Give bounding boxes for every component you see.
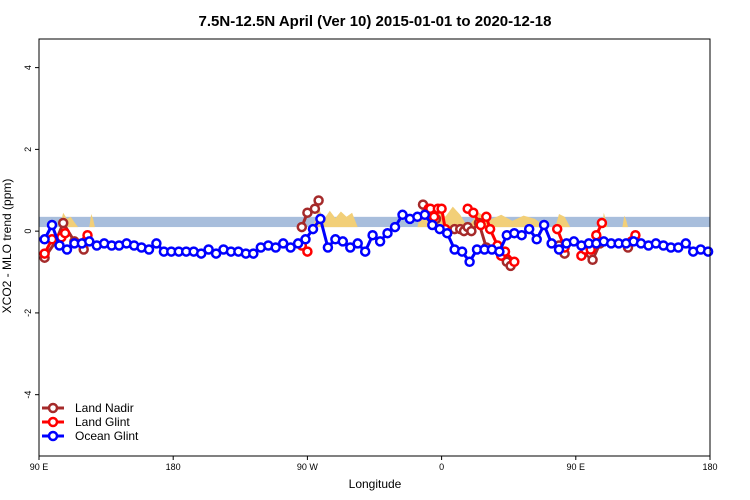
legend-label-land-glint: Land Glint (75, 415, 130, 429)
data-point-land-nadir-0-2 (57, 217, 69, 229)
data-point-ocean-glint-0-46 (382, 227, 393, 239)
x-tick-label-3: 0 (439, 462, 444, 472)
data-point-ocean-glint-0-31 (270, 242, 281, 253)
data-point-ocean-glint-0-71 (568, 236, 580, 247)
data-point-ocean-glint-0-42 (352, 238, 363, 249)
data-point-ocean-glint-0-85 (673, 242, 684, 253)
land-fill-5 (555, 214, 571, 228)
y-tick-label-4: 4 (23, 65, 33, 70)
data-point-ocean-glint-0-35 (300, 234, 311, 245)
plot-area (39, 195, 714, 272)
legend-marker-land-nadir (47, 402, 59, 414)
data-point-ocean-glint-0-1 (46, 219, 58, 231)
legend-marker-ocean-glint (47, 430, 59, 442)
data-point-ocean-glint-0-51 (419, 209, 431, 221)
data-point-ocean-glint-0-40 (337, 236, 349, 247)
data-point-ocean-glint-0-23 (210, 248, 222, 259)
data-point-ocean-glint-0-86 (680, 238, 692, 249)
data-point-ocean-glint-0-32 (277, 238, 289, 249)
data-point-land-nadir-1-0 (296, 221, 308, 233)
data-point-land-glint-0-3 (59, 227, 71, 239)
data-point-ocean-glint-0-54 (441, 227, 453, 239)
data-point-ocean-glint-0-41 (345, 242, 356, 253)
chart-title: 7.5N-12.5N April (Ver 10) 2015-01-01 to … (199, 13, 552, 30)
data-point-land-glint-0-0 (39, 248, 50, 259)
data-point-ocean-glint-0-65 (523, 223, 535, 235)
data-point-ocean-glint-0-28 (248, 248, 259, 259)
y-tick-label-1: -2 (23, 309, 33, 317)
axes: 90 E 180 90 W 0 90 E 180 -4 -2 0 2 4 (23, 38, 718, 472)
data-point-land-nadir-1-2 (309, 203, 321, 214)
legend-item-land-nadir: Land Nadir (42, 401, 134, 415)
data-point-land-nadir-6-1 (587, 254, 598, 266)
data-point-ocean-glint-0-44 (367, 229, 378, 241)
data-point-ocean-glint-0-33 (285, 242, 296, 253)
plot-border (38, 38, 711, 457)
data-point-land-nadir-1-3 (313, 195, 324, 206)
y-tick-label-0: -4 (23, 391, 33, 399)
data-point-land-nadir-1-1 (302, 207, 313, 218)
data-point-ocean-glint-0-45 (374, 236, 386, 247)
data-point-land-glint-3-4 (436, 203, 447, 214)
y-axis-label: XCO2 - MLO trend (ppm) (0, 179, 14, 314)
x-tick-label-1: 180 (166, 462, 181, 472)
data-point-ocean-glint-0-36 (307, 223, 319, 235)
data-point-ocean-glint-0-14 (143, 244, 155, 255)
x-tick-label-5: 180 (702, 462, 717, 472)
data-point-land-glint-3-2 (428, 211, 440, 223)
land-fill-1 (89, 214, 95, 228)
x-tick-label-0: 90 E (30, 462, 49, 472)
data-point-ocean-glint-0-37 (315, 213, 326, 225)
data-point-ocean-glint-0-53 (434, 223, 445, 235)
data-point-ocean-glint-0-48 (397, 209, 408, 221)
data-point-ocean-glint-0-43 (359, 246, 371, 257)
legend: Land Nadir Land Glint Ocean Glint (42, 401, 139, 443)
x-axis-label: Longitude (349, 477, 402, 491)
data-point-ocean-glint-0-56 (456, 246, 468, 257)
data-point-ocean-glint-0-21 (195, 248, 207, 259)
x-tick-label-4: 90 E (567, 462, 586, 472)
data-point-ocean-glint-0-6 (84, 236, 95, 247)
data-point-ocean-glint-0-67 (538, 219, 550, 231)
data-point-ocean-glint-0-89 (702, 246, 714, 257)
data-point-ocean-glint-0-64 (516, 229, 527, 241)
data-point-ocean-glint-0-3 (61, 244, 73, 255)
data-point-land-glint-4-3 (481, 211, 492, 223)
data-point-ocean-glint-0-47 (389, 221, 401, 233)
data-point-ocean-glint-0-68 (546, 238, 557, 249)
data-point-land-glint-6-0 (551, 223, 563, 235)
data-point-land-nadir-3-4 (466, 225, 477, 237)
data-point-ocean-glint-0-66 (531, 234, 542, 245)
data-point-ocean-glint-0-69 (553, 244, 565, 255)
y-tick-label-2: 0 (23, 229, 33, 234)
data-point-land-glint-4-2 (475, 219, 486, 231)
data-point-land-glint-4-1 (468, 207, 479, 218)
data-point-ocean-glint-0-15 (151, 238, 162, 249)
reference-band (39, 216, 710, 228)
data-point-ocean-glint-0-57 (464, 256, 475, 268)
data-point-ocean-glint-0-52 (427, 219, 438, 231)
x-tick-label-2: 90 W (297, 462, 319, 472)
data-point-land-glint-5-2 (509, 256, 520, 268)
land-fill-7 (622, 215, 628, 228)
data-point-ocean-glint-0-38 (322, 242, 334, 253)
data-point-land-glint-2-1 (302, 246, 313, 257)
data-point-ocean-glint-0-0 (39, 234, 50, 245)
legend-label-land-nadir: Land Nadir (75, 401, 134, 415)
data-point-ocean-glint-0-22 (203, 244, 214, 255)
data-point-land-glint-7-3 (591, 229, 602, 241)
data-point-ocean-glint-0-34 (292, 238, 304, 249)
legend-item-land-glint: Land Glint (42, 415, 130, 429)
data-point-land-glint-4-4 (484, 223, 496, 235)
legend-marker-land-glint (47, 416, 59, 428)
data-point-ocean-glint-0-2 (54, 240, 65, 251)
data-point-ocean-glint-0-61 (494, 246, 505, 257)
legend-item-ocean-glint: Ocean Glint (42, 429, 139, 443)
legend-label-ocean-glint: Ocean Glint (75, 429, 139, 443)
y-tick-label-3: 2 (23, 147, 33, 152)
data-point-land-glint-7-4 (596, 217, 608, 229)
